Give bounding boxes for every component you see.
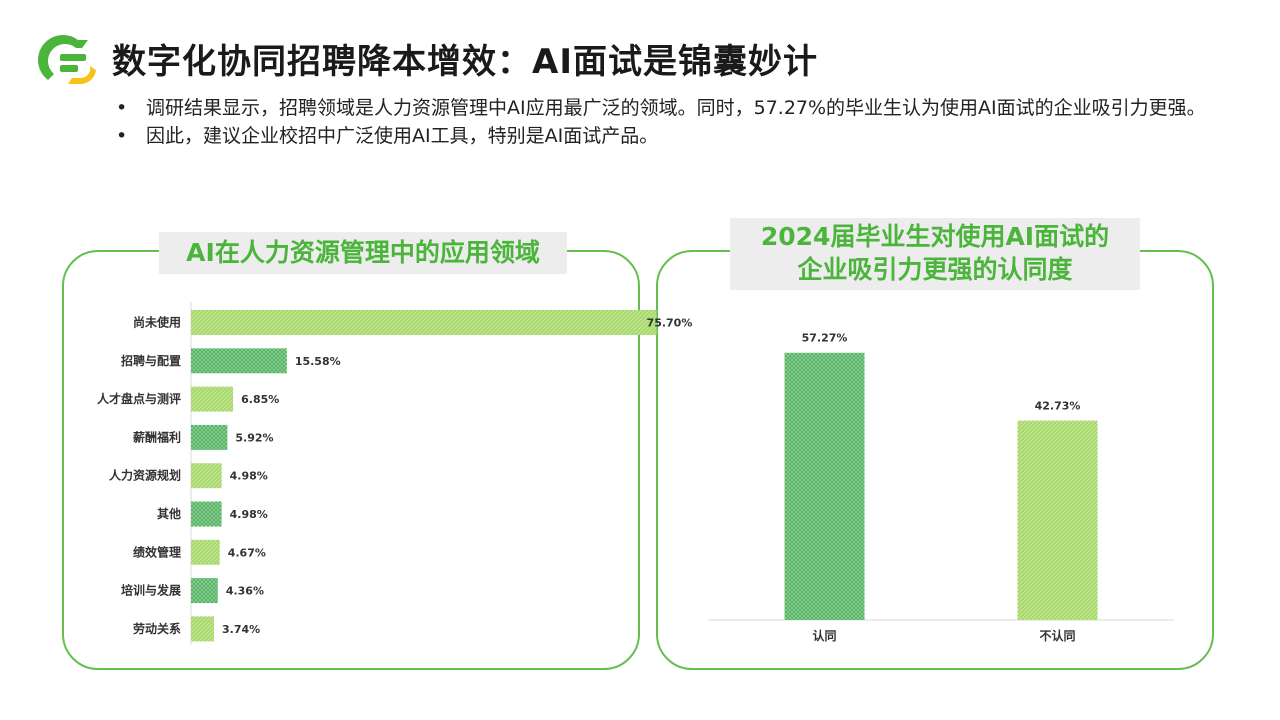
bar bbox=[191, 539, 220, 565]
bar bbox=[191, 348, 287, 374]
category-label: 认同 bbox=[812, 628, 836, 643]
category-label: 不认同 bbox=[1039, 628, 1075, 643]
value-label: 57.27% bbox=[802, 332, 848, 345]
logo-bar-top bbox=[60, 54, 86, 61]
company-logo bbox=[38, 35, 96, 84]
bullet-text: 调研结果显示，招聘领域是人力资源管理中AI应用最广泛的领域。同时，57.27%的… bbox=[146, 97, 1206, 119]
bar bbox=[191, 578, 218, 604]
category-label: 招聘与配置 bbox=[121, 353, 181, 368]
ai-interview-attitude-column-chart: 57.27% 认同 42.73% 不认同 bbox=[708, 332, 1174, 643]
bullet-item: • 因此，建议企业校招中广泛使用AI工具，特别是AI面试产品。 bbox=[112, 122, 1212, 150]
logo-yellow-arc bbox=[68, 66, 96, 84]
right-chart-title-line-1: 2024届毕业生对使用AI面试的 bbox=[760, 222, 1110, 251]
column-bar bbox=[1017, 420, 1098, 620]
category-label: 劳动关系 bbox=[133, 621, 181, 636]
bar bbox=[191, 310, 657, 335]
value-label: 5.92% bbox=[235, 431, 273, 444]
bullet-dot: • bbox=[116, 125, 128, 147]
bar bbox=[191, 463, 222, 489]
bullet-list: • 调研结果显示，招聘领域是人力资源管理中AI应用最广泛的领域。同时，57.27… bbox=[112, 94, 1212, 150]
bar bbox=[191, 424, 228, 450]
category-label: 绩效管理 bbox=[133, 544, 181, 559]
value-label: 4.67% bbox=[228, 546, 266, 559]
value-label: 6.85% bbox=[241, 393, 279, 406]
category-label: 培训与发展 bbox=[121, 583, 181, 598]
hr-ai-application-bar-chart: 尚未使用 75.70% 招聘与配置 15.58% 人才盘点与测评 6.85% 薪酬福利 5.9… bbox=[97, 302, 692, 645]
value-label: 4.98% bbox=[230, 508, 268, 521]
column-bar bbox=[784, 352, 865, 620]
value-label: 42.73% bbox=[1035, 400, 1081, 413]
category-label: 人力资源规划 bbox=[109, 468, 181, 483]
category-label: 尚未使用 bbox=[133, 315, 181, 330]
category-label: 薪酬福利 bbox=[133, 429, 181, 444]
category-label: 其他 bbox=[157, 506, 181, 521]
bar bbox=[191, 501, 222, 527]
value-label: 15.58% bbox=[295, 355, 341, 368]
value-label: 4.36% bbox=[226, 585, 264, 598]
page-title: 数字化协同招聘降本增效：AI面试是锦囊妙计 bbox=[112, 42, 818, 82]
bullet-dot: • bbox=[116, 97, 128, 119]
bullet-item: • 调研结果显示，招聘领域是人力资源管理中AI应用最广泛的领域。同时，57.27… bbox=[112, 94, 1212, 122]
value-label: 4.98% bbox=[230, 470, 268, 483]
logo-green-arc bbox=[38, 35, 88, 80]
value-label: 75.70% bbox=[647, 317, 693, 330]
bar bbox=[191, 386, 234, 412]
category-label: 人才盘点与测评 bbox=[97, 391, 181, 406]
right-chart-title: 2024届毕业生对使用AI面试的 企业吸引力更强的认同度 bbox=[730, 218, 1140, 290]
right-chart-panel bbox=[656, 250, 1214, 670]
logo-bar-mid bbox=[60, 65, 78, 72]
bar bbox=[191, 616, 215, 642]
value-label: 3.74% bbox=[222, 623, 260, 636]
right-chart-title-line-2: 企业吸引力更强的认同度 bbox=[797, 255, 1073, 284]
bullet-text: 因此，建议企业校招中广泛使用AI工具，特别是AI面试产品。 bbox=[146, 125, 659, 147]
left-chart-title: AI在人力资源管理中的应用领域 bbox=[159, 232, 567, 274]
